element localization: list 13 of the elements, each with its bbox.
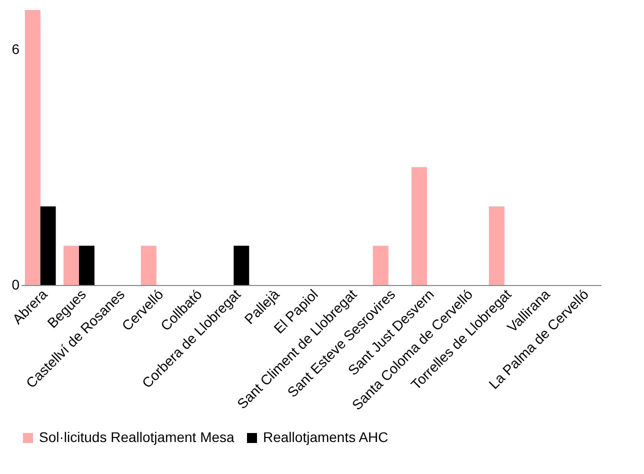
bar [64, 246, 79, 285]
bar [24, 10, 40, 285]
bar [412, 167, 427, 285]
bar [79, 246, 94, 285]
y-tick-label: 6 [12, 40, 20, 57]
bar [40, 206, 56, 285]
y-tick-label: 0 [12, 276, 20, 292]
legend-label: Sol·licituds Reallotjament Mesa [39, 429, 235, 445]
bar [234, 246, 250, 285]
bar [140, 246, 156, 285]
bar [488, 206, 504, 285]
bar [372, 246, 388, 285]
legend-label: Reallotjaments AHC [263, 429, 388, 445]
